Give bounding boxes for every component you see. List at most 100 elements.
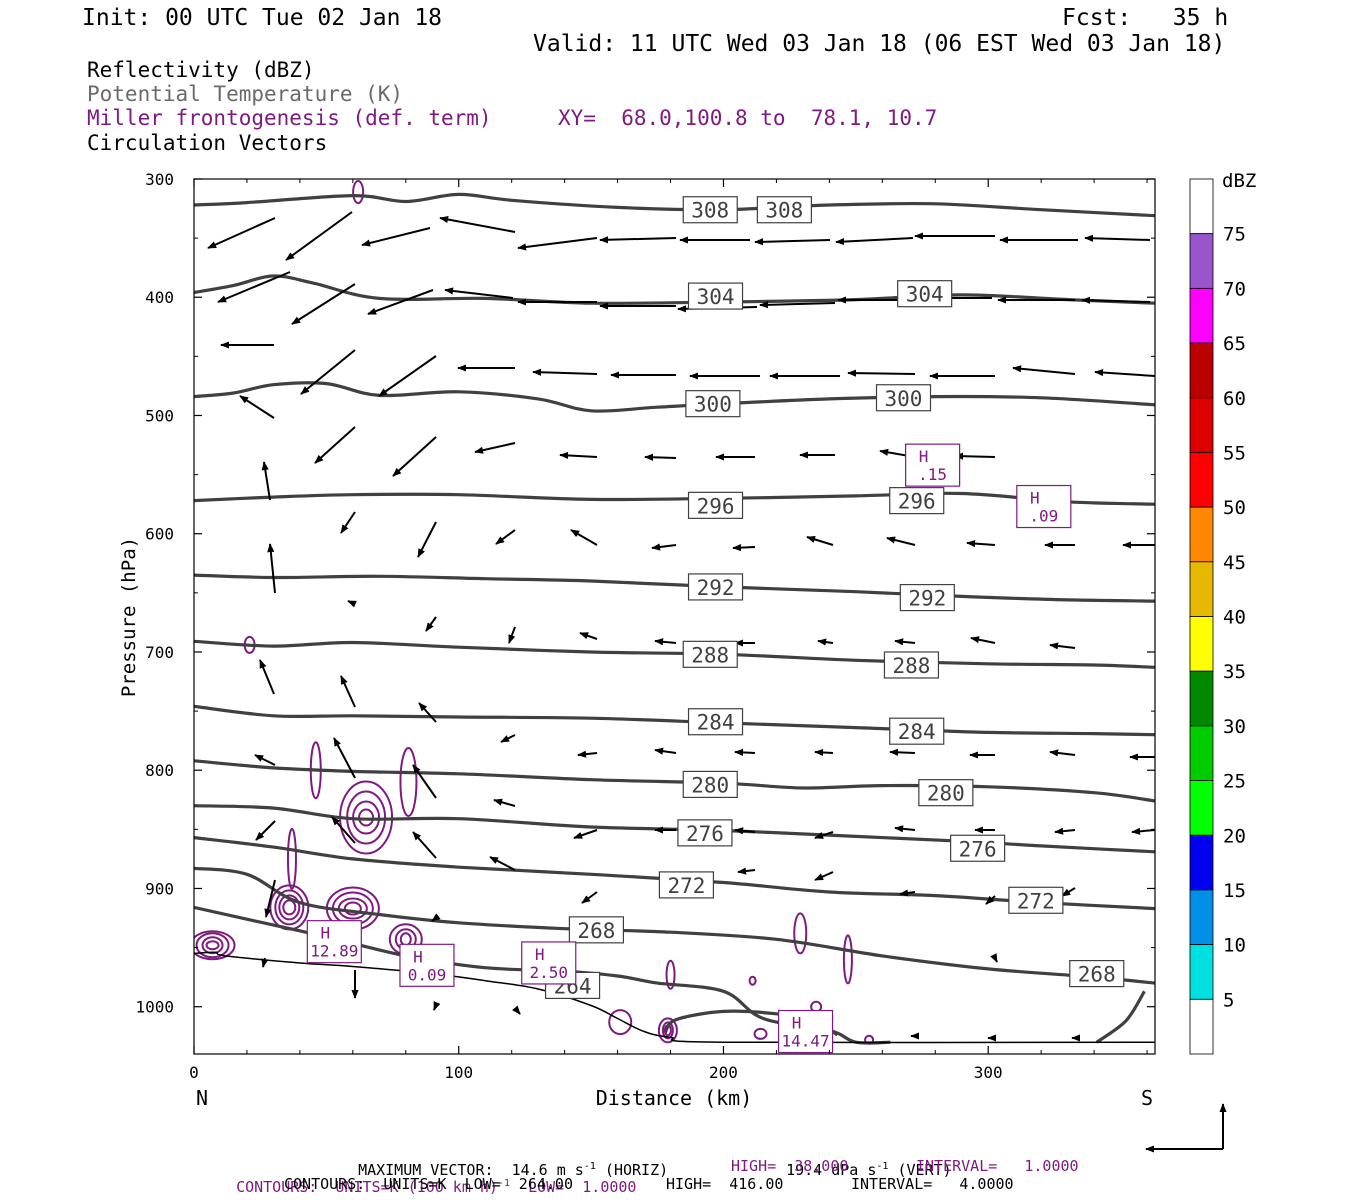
circulation-vector [894,638,916,646]
exp: -1 [497,1178,511,1189]
footer-fronto-high: HIGH= 38.000 [731,1157,849,1175]
circulation-vector [734,827,756,835]
circulation-vector [500,734,516,743]
theta-label-text: 268 [577,919,615,943]
circulation-vector [493,798,516,807]
circulation-vector [489,856,516,871]
field-theta: Potential Temperature (K) [87,82,404,106]
fronto-max-value: 12.89 [310,942,358,961]
circulation-vector [285,211,353,261]
circulation-vector [654,747,677,755]
circulation-vector [1049,642,1076,650]
circulation-vector [577,750,598,758]
colorbar-swatch [1189,561,1214,617]
fronto-blob [753,1027,768,1040]
fronto-blob [282,899,297,916]
circulation-vector [894,825,916,833]
y-tick-label: 900 [145,879,174,898]
circulation-vector [412,831,437,859]
circulation-vector [217,271,291,303]
fronto-max-label: H [413,947,423,966]
theta-contour-288 [194,639,1155,669]
colorbar-level-label: 15 [1223,880,1246,902]
theta-label-304: 304 [687,282,744,310]
theta-label-text: 292 [697,576,735,600]
theta-label-276: 276 [950,834,1006,862]
colorbar: 5 10 15 20 25 30 35 40 45 50 55 60 65 70 75 [1189,178,1246,1055]
circulation-vector [340,675,356,708]
circulation-vector [314,426,356,464]
footer-max-vector: MAXIMUM VECTOR: 14.6 m s-1 (HORIZ) [340,1141,668,1179]
theta-label-308: 308 [756,196,812,224]
theta-contour-292 [194,573,1155,603]
field-frontogenesis: Miller frontogenesis (def. term) [87,106,492,130]
valid-time: Valid: 11 UTC Wed 03 Jan 18 (06 EST Wed … [533,31,1226,57]
circulation-vector [990,953,998,963]
theta-label-292: 292 [687,573,744,601]
circulation-vector [264,879,276,918]
theta-label-text: 304 [906,283,944,307]
circulation-vector [378,355,437,397]
colorbar-swatch [1189,287,1214,344]
fronto-blob [286,827,297,890]
theta-label-280: 280 [682,770,738,799]
theta-label-text: 296 [697,494,735,518]
x-tick-label: 100 [444,1063,473,1082]
footer-fronto-contours: CONTOURS: UNITS=K (100 km h)-1 LOW= 1.00… [218,1158,636,1196]
colorbar-swatch [1189,998,1214,1055]
fronto-max-label: H [320,924,330,943]
theta-contour-284 [194,704,1155,737]
theta-label-text: 296 [898,490,936,514]
max-vector-horiz: MAXIMUM VECTOR: 14.6 m s [358,1161,584,1179]
circulation-vector [255,820,276,841]
fronto-blob [665,959,676,990]
circulation-vector [570,529,598,546]
colorbar-level-label: 65 [1223,333,1246,355]
circulation-vector [1131,827,1155,835]
field-vectors: Circulation Vectors [87,131,328,155]
colorbar-swatch [1189,834,1214,891]
fronto-max-value: 0.09 [408,965,447,984]
vector-scale-icon [1145,1103,1227,1153]
fronto-max-marker: H0.09 [399,943,455,987]
colorbar-swatch [1189,506,1214,563]
colorbar-swatch [1189,944,1214,1000]
theta-labels: 308 308 304 304 300 300 296 296 292 292 288 288 284 2… [544,196,1125,1000]
fronto-blob [399,747,418,818]
circulation-vector [886,536,916,546]
circulation-vector [599,236,677,244]
colorbar-level-label: 40 [1223,607,1246,629]
circulation-vector [1081,296,1151,304]
colorbar-swatch [1189,342,1214,399]
colorbar-level-label: 25 [1223,771,1246,793]
circulation-vector [331,816,356,844]
theta-label-296: 296 [687,491,744,519]
theta-contour-264 [1095,990,1146,1044]
max-vector-v-tag: (VERT) [897,1161,952,1179]
theta-label-text: 284 [898,720,936,744]
circulation-vector [966,539,996,548]
fronto-blob [343,901,362,916]
plot-frame [193,178,1156,1055]
colorbar-swatch [1189,889,1214,946]
colorbar-level-label: 75 [1223,224,1246,246]
exp: -1 [876,1161,889,1172]
theta-label-272: 272 [658,871,715,899]
theta-label-268: 268 [568,916,625,944]
circulation-vector [300,349,356,395]
theta-label-296: 296 [889,487,945,515]
theta-label-text: 292 [908,587,946,611]
theta-label-text: 276 [959,837,997,861]
x-axis-title: Distance (km) [596,1086,753,1110]
footer-theta-interval: INTERVAL= 4.0000 [851,1175,1014,1193]
circulation-vector [817,638,834,646]
theta-label-text: 288 [892,654,930,678]
theta-label-272: 272 [1008,886,1064,914]
fronto-max-label: H [919,447,929,466]
fronto-blob [352,180,365,205]
footer-theta-contours: CONTOURS: UNITS=K LOW= 264.00 [284,1175,573,1193]
x-tick-label: 300 [974,1063,1003,1082]
circulation-vector [392,436,437,477]
fronto-max-label: H [1030,489,1040,508]
